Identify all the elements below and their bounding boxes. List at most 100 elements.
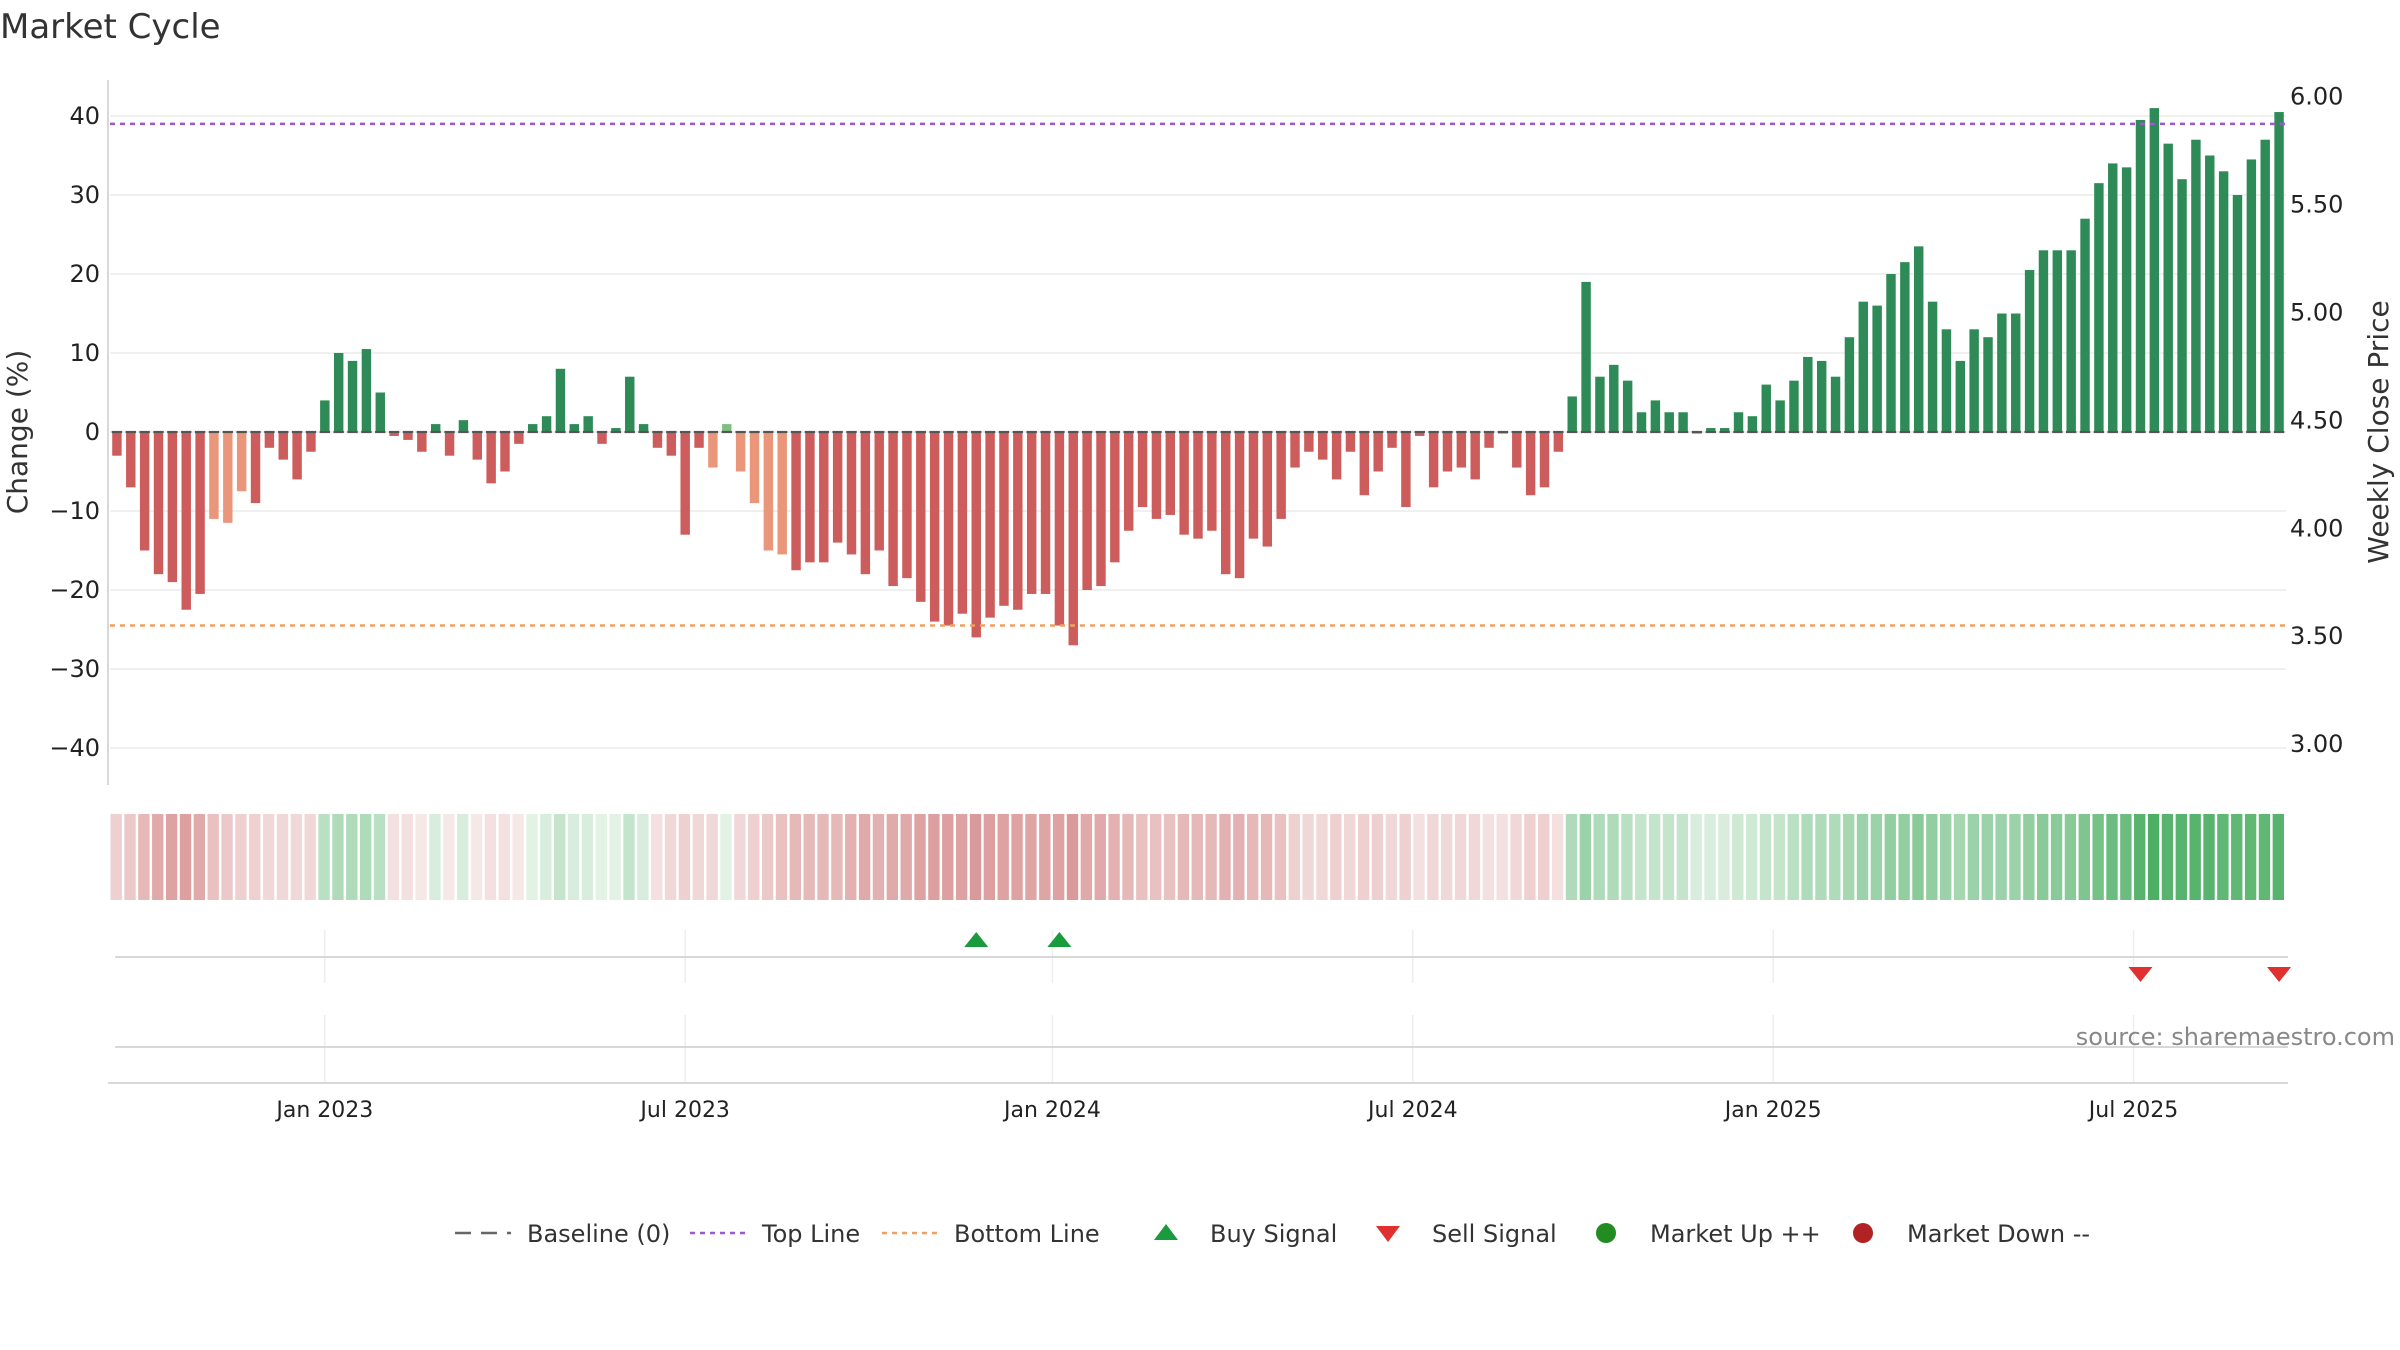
heat-cell <box>1094 814 1106 900</box>
heat-cell <box>567 814 580 900</box>
heat-cell <box>540 814 552 900</box>
heat-cell <box>1316 814 1328 900</box>
heat-cell <box>1441 814 1453 900</box>
heat-cell <box>554 814 566 900</box>
heat-cell <box>1538 814 1550 900</box>
bar <box>1955 360 1966 432</box>
heat-cell <box>1136 814 1148 900</box>
sell-signal-marker <box>2128 967 2153 982</box>
bar <box>1304 432 1314 452</box>
buy-signal-marker <box>964 932 989 947</box>
heat-cell <box>1981 814 1993 900</box>
heat-cell <box>2120 814 2132 900</box>
bar <box>500 432 510 472</box>
bar <box>625 376 635 432</box>
y-tick-label: 40 <box>69 102 100 130</box>
heat-cell <box>2244 814 2257 900</box>
heat-cell <box>484 814 497 900</box>
bar <box>444 432 455 456</box>
bar <box>2177 179 2187 432</box>
sell-signal-marker <box>2267 967 2292 982</box>
bar <box>292 432 302 480</box>
bar <box>2274 112 2284 433</box>
heat-cell <box>817 814 829 900</box>
bar <box>1207 432 1217 531</box>
bar <box>1276 432 1286 519</box>
bar <box>361 349 372 432</box>
main-panel: −40 −30 −20 −10 0 10 20 30 40 3.00 3.50 4.00 4.50 5.… <box>1 80 2395 785</box>
bar <box>708 432 718 468</box>
heat-cell <box>1565 814 1578 900</box>
x-axis-labels: Jan 2023 Jul 2023 Jan 2024 Jul 2024 Jan 2025… <box>274 1098 2178 1123</box>
bar <box>320 400 330 432</box>
bar <box>1373 432 1383 472</box>
bar <box>306 432 316 452</box>
y2-tick-label: 4.50 <box>2290 406 2343 434</box>
heat-cell <box>1898 814 1910 900</box>
bar <box>735 432 746 472</box>
legend-item: Top Line <box>690 1220 860 1248</box>
bar <box>1387 432 1397 448</box>
bar <box>1248 432 1259 539</box>
bar <box>1969 329 1979 432</box>
y2-tick-label: 6.00 <box>2290 83 2343 111</box>
y-axis-title: Change (%) <box>1 350 34 515</box>
bar <box>555 368 566 432</box>
heat-cell <box>1856 814 1869 900</box>
heat-cell <box>2161 814 2174 900</box>
bar <box>929 432 940 622</box>
heat-cell <box>637 814 649 900</box>
y2-tick-label: 3.00 <box>2290 730 2343 758</box>
legend-circle-icon <box>1853 1223 1873 1243</box>
legend-label: Market Down -- <box>1907 1220 2090 1248</box>
heat-cell <box>2189 814 2201 900</box>
source-label: source: sharemaestro.com <box>2076 1023 2395 1051</box>
bar <box>528 424 538 432</box>
signal-markers <box>964 932 2292 982</box>
bar <box>1636 412 1647 432</box>
heat-cell <box>1066 814 1079 900</box>
legend-item: Market Down -- <box>1853 1220 2090 1248</box>
y2-tick-label: 4.00 <box>2290 514 2343 542</box>
heat-cell <box>373 814 386 900</box>
y2-axis-ticks: 3.00 3.50 4.00 4.50 5.00 5.50 6.00 <box>2290 83 2343 759</box>
heat-cell <box>1357 814 1370 900</box>
bar <box>1013 432 1023 610</box>
y-tick-label: −10 <box>49 497 100 525</box>
heat-cell <box>1551 814 1564 900</box>
bar <box>375 392 385 432</box>
heat-cell <box>1842 814 1855 900</box>
x-tick-label: Jul 2025 <box>2087 1098 2179 1123</box>
heat-cell <box>1524 814 1536 900</box>
heat-cell <box>387 814 400 900</box>
legend-label: Buy Signal <box>1210 1220 1337 1248</box>
heat-cell <box>1247 814 1259 900</box>
bar <box>2121 167 2132 432</box>
heat-cell <box>2203 814 2215 900</box>
heat-cell <box>789 814 801 900</box>
heat-cell <box>2037 814 2049 900</box>
heat-cell <box>748 814 760 900</box>
bar <box>1650 400 1661 432</box>
heat-cell <box>858 814 871 900</box>
heat-cell <box>1468 814 1481 900</box>
legend-label: Sell Signal <box>1432 1220 1557 1248</box>
bar <box>1193 432 1203 539</box>
bar <box>1858 301 1868 432</box>
heat-cell <box>678 814 691 900</box>
bar <box>1221 432 1231 575</box>
bar <box>1609 364 1619 432</box>
bar <box>1886 274 1896 432</box>
heat-cell <box>1260 814 1273 900</box>
heat-cell <box>1330 814 1342 900</box>
y2-axis-title: Weekly Close Price <box>2362 300 2395 563</box>
heat-cell <box>249 814 261 900</box>
bar <box>1082 432 1092 590</box>
heat-cell <box>318 814 330 900</box>
bar <box>1941 329 1952 432</box>
heat-cell <box>1787 814 1799 900</box>
heat-cell <box>2092 814 2104 900</box>
heat-cell <box>359 814 372 900</box>
bar <box>902 432 912 579</box>
bar <box>888 432 898 587</box>
